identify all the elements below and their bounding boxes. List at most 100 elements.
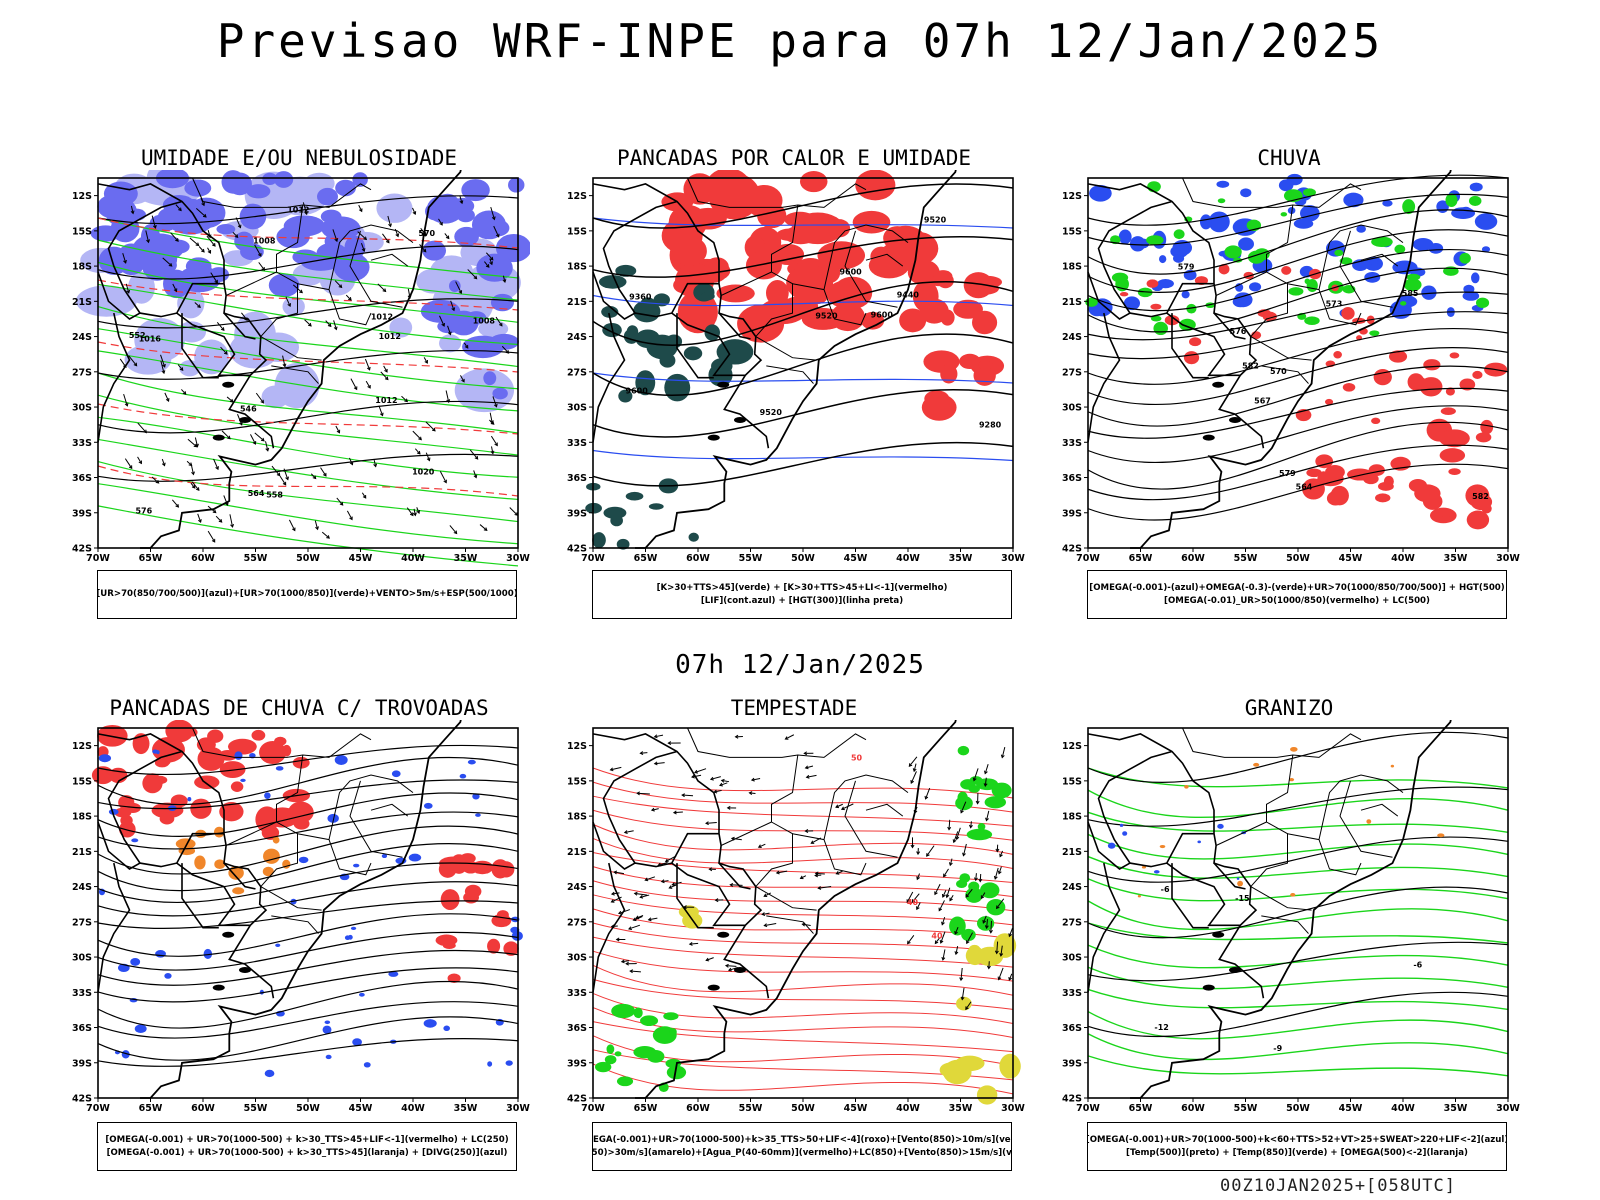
lon-tick-label: 45W: [1339, 553, 1363, 564]
streamlines-250: [97, 744, 519, 1067]
lat-tick-label: 27S: [1062, 917, 1082, 928]
lat-tick-label: 18S: [1062, 812, 1082, 823]
lon-tick-label: 35W: [949, 553, 973, 564]
lon-tick-label: 60W: [1181, 1103, 1205, 1114]
contour-label: 1012: [287, 205, 309, 214]
lat-tick-label: 18S: [567, 812, 587, 823]
wind850-green-east: [949, 745, 1012, 941]
lon-tick-label: 50W: [791, 553, 815, 564]
contour-label: 570: [1270, 367, 1287, 376]
instability-green-area: [598, 264, 754, 403]
contour-label: -15: [1235, 894, 1250, 903]
lon-tick-label: 65W: [634, 553, 658, 564]
lon-tick-label: 40W: [401, 1103, 425, 1114]
lon-tick-label: 30W: [506, 1103, 530, 1114]
lon-tick-label: 35W: [1444, 553, 1468, 564]
contour-label: 1016: [139, 335, 162, 344]
lat-tick-label: 30S: [1062, 403, 1082, 414]
panel-title-trovoadas: PANCADAS DE CHUVA C/ TROVOADAS: [109, 696, 489, 720]
pressure-contours: [97, 195, 519, 482]
forecast-time: 07h 12/Jan/2025: [675, 650, 925, 680]
lon-tick-label: 65W: [1129, 553, 1153, 564]
legend-line: [OMEGA(-0.001) + UR>70(1000-500) + k>30_…: [106, 1147, 508, 1158]
lon-tick-label: 35W: [454, 1103, 478, 1114]
lon-tick-label: 70W: [1076, 553, 1100, 564]
legend-line: [OMEGA(-0.001)+UR>70(1000-500)+k>35_TTS>…: [592, 1134, 1012, 1145]
contour-label: 579: [1178, 262, 1195, 271]
instability-green-south: [585, 478, 699, 550]
lon-tick-label: 55W: [739, 553, 763, 564]
lon-tick-label: 50W: [296, 553, 320, 564]
contour-label: 40: [931, 931, 943, 940]
lon-tick-label: 45W: [349, 553, 373, 564]
lat-tick-label: 24S: [567, 882, 587, 893]
lat-tick-label: 24S: [1062, 332, 1082, 343]
coastline-borders: [97, 720, 462, 1099]
panel-title-umidade: UMIDADE E/OU NEBULOSIDADE: [140, 146, 458, 170]
lat-tick-label: 39S: [72, 1058, 92, 1069]
legend-pancadas: [K>30+TTS>45](verde) + [K>30+TTS>45+LI<-…: [592, 570, 1012, 619]
lon-tick-label: 35W: [949, 1103, 973, 1114]
panel-title-chuva: CHUVA: [1257, 146, 1321, 170]
lat-tick-label: 42S: [1062, 1094, 1082, 1105]
lon-tick-label: 30W: [1001, 1103, 1025, 1114]
lat-tick-label: 21S: [72, 297, 92, 308]
lon-tick-label: 45W: [844, 553, 868, 564]
contour-label: 9520: [760, 408, 783, 417]
contour-label: 9600: [626, 387, 649, 396]
lifted-index-contours: [592, 217, 1014, 462]
lat-tick-label: 18S: [567, 262, 587, 273]
lat-tick-label: 36S: [1062, 1023, 1082, 1034]
contour-labels: 1012 1012 1008 1012 1008 1012 1016 1020 570 576 56…: [129, 205, 496, 515]
contour-label: 552: [129, 331, 146, 340]
lat-tick-label: 15S: [567, 226, 587, 237]
contour-label: -12: [1154, 1023, 1168, 1032]
lon-tick-label: 65W: [139, 553, 163, 564]
contour-label: 546: [240, 404, 257, 413]
lat-tick-label: 39S: [72, 508, 92, 519]
wind-vectors-west: [609, 734, 854, 974]
legend-trovoadas: [OMEGA(-0.001) + UR>70(1000-500) + k>30_…: [97, 1122, 517, 1171]
lat-tick-label: 12S: [72, 741, 92, 752]
lon-tick-label: 40W: [896, 553, 920, 564]
map-granizo: -6 -9 -12 -15 -6 12S 15S 18S 21S 24S 27S 30S 33S 36S 3…: [1062, 720, 1520, 1114]
lon-tick-label: 45W: [349, 1103, 373, 1114]
lon-tick-label: 70W: [581, 553, 605, 564]
contour-label: 579: [1279, 469, 1296, 478]
lat-tick-label: 39S: [1062, 1058, 1082, 1069]
lat-tick-label: 42S: [72, 1094, 92, 1105]
lon-tick-label: 60W: [1181, 553, 1205, 564]
lat-tick-label: 30S: [1062, 953, 1082, 964]
humidity-low-contours: [97, 217, 519, 567]
contour-label: 576: [1230, 327, 1247, 336]
lon-tick-label: 30W: [1001, 553, 1025, 564]
contour-labels: -6 -9 -12 -15 -6: [1154, 885, 1422, 1053]
lat-tick-label: 27S: [72, 917, 92, 928]
lat-tick-label: 42S: [1062, 544, 1082, 555]
lon-tick-label: 60W: [686, 553, 710, 564]
panel-title-granizo: GRANIZO: [1244, 696, 1334, 720]
lat-tick-label: 21S: [1062, 847, 1082, 858]
lat-tick-label: 15S: [567, 776, 587, 787]
legend-line: [OMEGA(-0.01)_UR>50(1000/850)(vermelho) …: [1164, 595, 1430, 606]
contour-label: 9520: [815, 312, 838, 321]
lat-tick-label: 12S: [567, 191, 587, 202]
coastline-borders: [1087, 720, 1452, 1099]
contour-label: 564: [1296, 483, 1313, 492]
contour-label: 567: [1254, 396, 1271, 405]
lat-tick-label: 36S: [567, 1023, 587, 1034]
lat-tick-label: 33S: [72, 988, 92, 999]
contour-label: -6: [1413, 960, 1422, 969]
contour-label: 570: [418, 229, 435, 238]
omega-red-area: [1295, 327, 1508, 530]
instability-red-east: [919, 270, 1005, 421]
legend-line: [LIF](cont.azul) + [HGT(300)](linha pret…: [700, 595, 904, 606]
contour-label: 9600: [871, 311, 894, 320]
lat-tick-label: 24S: [1062, 882, 1082, 893]
contour-label: 9280: [979, 420, 1002, 429]
contour-label: 1020: [412, 468, 435, 477]
